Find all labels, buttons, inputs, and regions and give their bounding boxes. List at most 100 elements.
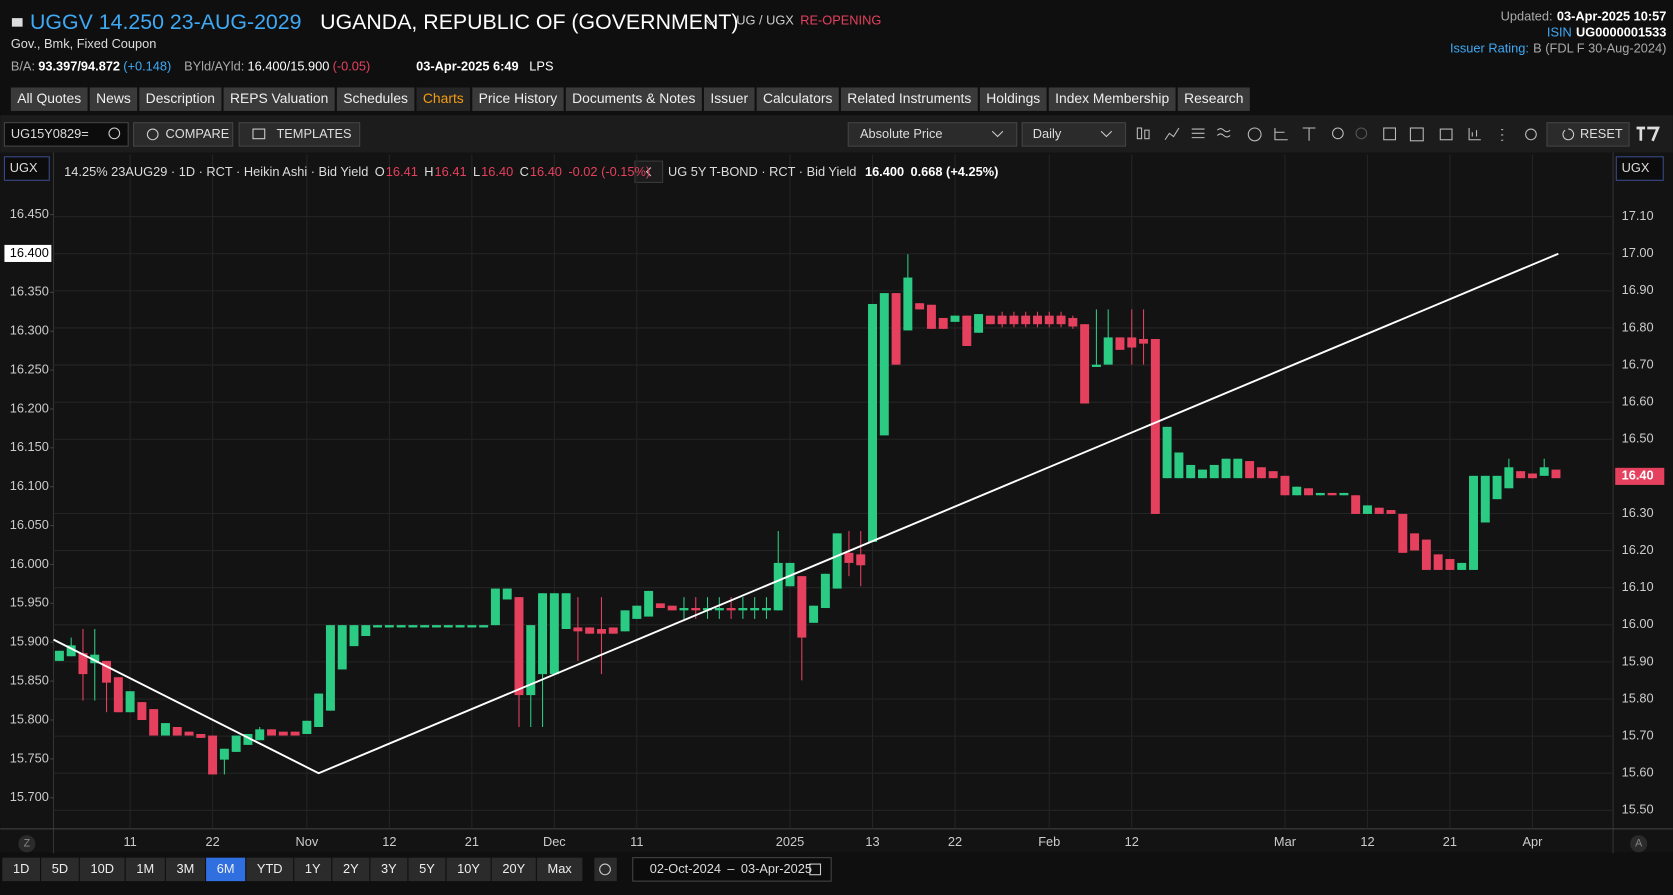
candle-body xyxy=(797,576,807,638)
compare-button[interactable] xyxy=(132,122,234,147)
range-button[interactable] xyxy=(246,857,294,882)
tab[interactable] xyxy=(472,87,564,111)
tool-icon[interactable] xyxy=(1216,128,1231,138)
candle-body xyxy=(373,625,383,628)
tab[interactable] xyxy=(1048,87,1176,111)
candle-body xyxy=(125,691,135,713)
candle-body xyxy=(1327,492,1337,496)
y-tick-label: 16.300 xyxy=(10,323,49,338)
tool-icon[interactable] xyxy=(1191,128,1205,139)
candle-body xyxy=(985,315,995,325)
y-tick-label: 16.450 xyxy=(10,206,49,221)
candle-body xyxy=(113,677,123,713)
tab[interactable] xyxy=(565,87,702,111)
last-value-label: 16.40 xyxy=(1622,468,1654,483)
folder-icon xyxy=(252,128,266,140)
date-range-box[interactable] xyxy=(632,857,832,882)
chart-bg xyxy=(0,152,1673,853)
tab[interactable] xyxy=(756,87,839,111)
tab[interactable] xyxy=(223,87,335,111)
last-value-box xyxy=(4,244,52,262)
range-button-label: 2Y xyxy=(343,861,359,876)
candle-body xyxy=(1033,315,1042,325)
tab[interactable] xyxy=(840,87,978,111)
tool-icon[interactable] xyxy=(1164,127,1180,141)
range-button[interactable] xyxy=(2,857,40,882)
tab[interactable] xyxy=(89,87,138,111)
settings-button[interactable] xyxy=(594,857,617,882)
y-tick-label: 16.100 xyxy=(10,478,49,493)
tab[interactable] xyxy=(336,87,415,111)
candle-body xyxy=(1457,562,1467,570)
range-button-label: 6M xyxy=(217,861,235,876)
range-button[interactable] xyxy=(206,857,246,882)
tool-icon[interactable] xyxy=(1468,128,1481,141)
candle-body xyxy=(290,731,300,736)
range-button[interactable] xyxy=(536,857,583,882)
doc-icon xyxy=(11,18,23,27)
tool-icon[interactable] xyxy=(1144,129,1150,140)
tool-icon[interactable] xyxy=(1302,127,1316,141)
candle-body xyxy=(160,723,170,736)
tab[interactable] xyxy=(416,87,471,111)
range-button[interactable] xyxy=(165,857,206,882)
tab[interactable] xyxy=(979,87,1047,111)
range-button[interactable] xyxy=(408,857,446,882)
corner-button[interactable] xyxy=(1630,835,1648,853)
collapse-button[interactable] xyxy=(634,160,664,183)
tool-icon[interactable] xyxy=(1355,127,1368,140)
last-value-label: 16.400 xyxy=(10,245,49,260)
y2-tick-label: 17.00 xyxy=(1622,245,1654,260)
candle-body xyxy=(337,625,347,670)
candle-body xyxy=(1186,464,1196,479)
tab[interactable] xyxy=(10,87,88,111)
tool-icon[interactable] xyxy=(1383,127,1397,141)
yield: 16.400/15.900 xyxy=(248,59,330,74)
templates-button[interactable] xyxy=(238,122,361,147)
range-button[interactable] xyxy=(332,857,370,882)
tool-icon[interactable] xyxy=(1332,127,1344,140)
price-mode-dropdown[interactable] xyxy=(847,122,1018,147)
range-button[interactable] xyxy=(79,857,125,882)
range-button[interactable] xyxy=(125,857,165,882)
ric-input-text: UG15Y0829= xyxy=(11,126,89,141)
subtitle: Gov., Bmk, Fixed Coupon xyxy=(11,36,157,51)
candle-body xyxy=(1115,337,1125,350)
currency-box[interactable] xyxy=(1615,156,1664,181)
range-button[interactable] xyxy=(294,857,332,882)
candle-body xyxy=(172,726,182,736)
tab-label: Documents & Notes xyxy=(572,90,695,106)
candle-body xyxy=(314,693,324,727)
tab[interactable] xyxy=(703,87,755,111)
range-button[interactable] xyxy=(491,857,536,882)
range-button[interactable] xyxy=(446,857,491,882)
reset-button[interactable] xyxy=(1546,122,1630,147)
ric-input[interactable] xyxy=(3,122,129,147)
tool-icon[interactable] xyxy=(1274,128,1288,141)
candle-body xyxy=(832,533,842,589)
candle-body xyxy=(809,605,819,623)
x-tick-label: 21 xyxy=(465,834,479,849)
date-to: 03-Apr-2025 xyxy=(741,861,812,876)
candle-body xyxy=(432,625,441,628)
tab[interactable] xyxy=(1177,87,1250,111)
tool-icon[interactable] xyxy=(1247,127,1262,142)
currency-box[interactable] xyxy=(3,156,50,181)
candle-body xyxy=(1398,513,1408,553)
y-tick-label: 16.050 xyxy=(10,517,49,532)
tool-icon[interactable] xyxy=(1409,127,1424,142)
tool-icon[interactable] xyxy=(1439,128,1453,141)
candle-body xyxy=(54,650,64,661)
interval-dropdown[interactable] xyxy=(1021,122,1127,147)
corner-button[interactable] xyxy=(18,835,36,853)
range-button[interactable] xyxy=(370,857,408,882)
candle-body xyxy=(1469,475,1478,570)
candle-body xyxy=(396,625,406,628)
candle-body xyxy=(596,629,606,634)
range-button[interactable] xyxy=(41,857,79,882)
tab[interactable] xyxy=(139,87,222,111)
tool-icon[interactable] xyxy=(1525,128,1537,141)
candle-body xyxy=(1410,533,1420,551)
tool-icon[interactable] xyxy=(1136,127,1143,140)
issuer-name: UGANDA, REPUBLIC OF (GOVERNMENT) xyxy=(320,10,738,34)
